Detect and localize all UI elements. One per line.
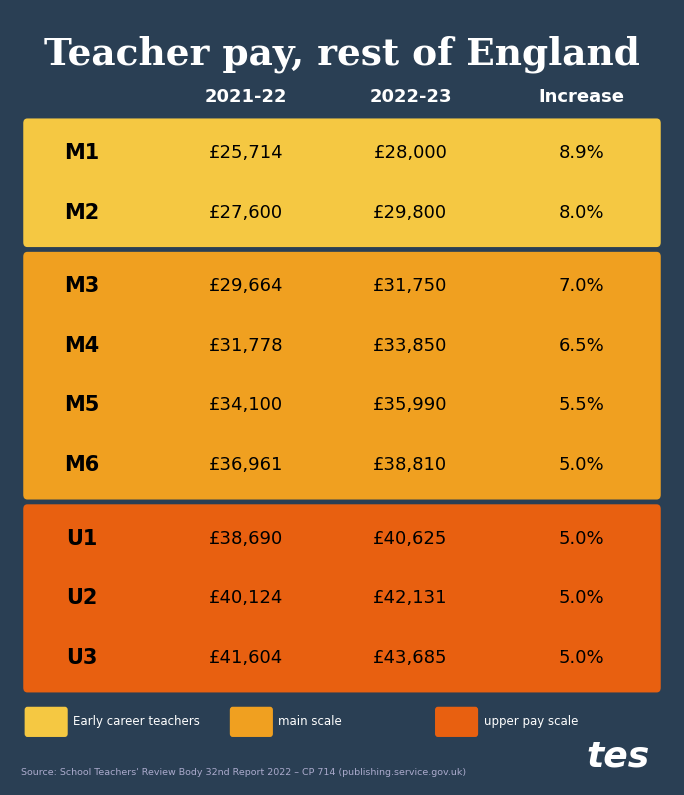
Text: U3: U3 <box>66 648 98 668</box>
Text: M2: M2 <box>64 203 100 223</box>
Text: Increase: Increase <box>538 88 624 106</box>
Text: upper pay scale: upper pay scale <box>484 716 578 728</box>
Text: 8.9%: 8.9% <box>559 144 604 162</box>
Text: £36,961: £36,961 <box>209 456 283 474</box>
Text: £35,990: £35,990 <box>373 397 447 414</box>
Text: M1: M1 <box>64 143 100 163</box>
FancyBboxPatch shape <box>230 707 273 737</box>
Text: 6.5%: 6.5% <box>559 337 604 355</box>
Text: 5.0%: 5.0% <box>559 589 604 607</box>
Text: £31,778: £31,778 <box>209 337 283 355</box>
Text: Source: School Teachers' Review Body 32nd Report 2022 – CP 714 (publishing.servi: Source: School Teachers' Review Body 32n… <box>21 768 466 778</box>
Text: £38,690: £38,690 <box>209 529 283 548</box>
Text: tes: tes <box>587 740 650 774</box>
Text: £27,600: £27,600 <box>209 204 283 222</box>
Text: £40,124: £40,124 <box>209 589 283 607</box>
Text: £29,800: £29,800 <box>373 204 447 222</box>
Text: main scale: main scale <box>278 716 342 728</box>
FancyBboxPatch shape <box>435 707 478 737</box>
Text: £41,604: £41,604 <box>209 649 283 667</box>
Text: 5.0%: 5.0% <box>559 456 604 474</box>
FancyBboxPatch shape <box>23 252 661 499</box>
Text: £31,750: £31,750 <box>373 277 447 296</box>
Text: 7.0%: 7.0% <box>559 277 604 296</box>
Text: Early career teachers: Early career teachers <box>73 716 200 728</box>
FancyBboxPatch shape <box>25 707 68 737</box>
Text: £38,810: £38,810 <box>373 456 447 474</box>
FancyBboxPatch shape <box>23 118 661 247</box>
Text: M3: M3 <box>64 277 100 297</box>
Text: M4: M4 <box>64 336 100 356</box>
Text: £28,000: £28,000 <box>373 144 447 162</box>
Text: £34,100: £34,100 <box>209 397 283 414</box>
Text: M5: M5 <box>64 395 100 416</box>
Text: 5.0%: 5.0% <box>559 529 604 548</box>
Text: 2021-22: 2021-22 <box>205 88 287 106</box>
Text: £43,685: £43,685 <box>373 649 447 667</box>
Text: 8.0%: 8.0% <box>559 204 604 222</box>
Text: £42,131: £42,131 <box>373 589 447 607</box>
Text: Teacher pay, rest of England: Teacher pay, rest of England <box>44 36 640 73</box>
Text: U2: U2 <box>66 588 98 608</box>
Text: £40,625: £40,625 <box>373 529 447 548</box>
Text: M6: M6 <box>64 455 100 475</box>
FancyBboxPatch shape <box>23 504 661 692</box>
Text: U1: U1 <box>66 529 98 549</box>
Text: 2022-23: 2022-23 <box>369 88 451 106</box>
Text: 5.0%: 5.0% <box>559 649 604 667</box>
Text: £33,850: £33,850 <box>373 337 447 355</box>
Text: £29,664: £29,664 <box>209 277 283 296</box>
Text: £25,714: £25,714 <box>209 144 284 162</box>
Text: 5.5%: 5.5% <box>558 397 605 414</box>
